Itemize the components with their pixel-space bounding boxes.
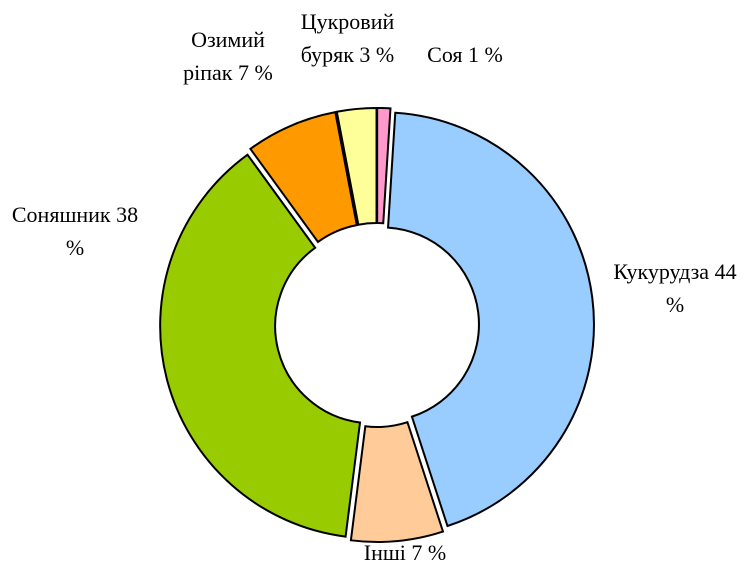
value-label: 7 % (411, 540, 447, 565)
donut-segment (376, 107, 392, 225)
category-label: Інші (363, 540, 406, 565)
category-label: Соняшник (11, 202, 111, 227)
category-label: Соя (427, 42, 463, 67)
data-label: Кукурудза 44 % (610, 255, 740, 321)
donut-segment (249, 110, 359, 244)
data-label: Інші 7 % (340, 536, 470, 569)
category-label: Кукурудза (613, 259, 710, 284)
value-label: 7 % (238, 60, 273, 85)
donut-segment (386, 111, 595, 528)
data-label: Соя 1 % (410, 38, 520, 71)
data-label: Цукровий буряк 3 % (280, 5, 415, 71)
category-label: Озимий ріпак (183, 27, 265, 85)
donut-segment (159, 153, 362, 538)
data-label: Соняшник 38 % (10, 198, 140, 264)
value-label: 44 % (665, 259, 737, 317)
data-label: Озимий ріпак 7 % (178, 23, 278, 89)
value-label: 3 % (359, 42, 395, 67)
category-label: Цукровий буряк (300, 9, 395, 67)
value-label: 38 % (65, 202, 139, 260)
donut-segment (349, 420, 445, 543)
value-label: 1 % (468, 42, 503, 67)
